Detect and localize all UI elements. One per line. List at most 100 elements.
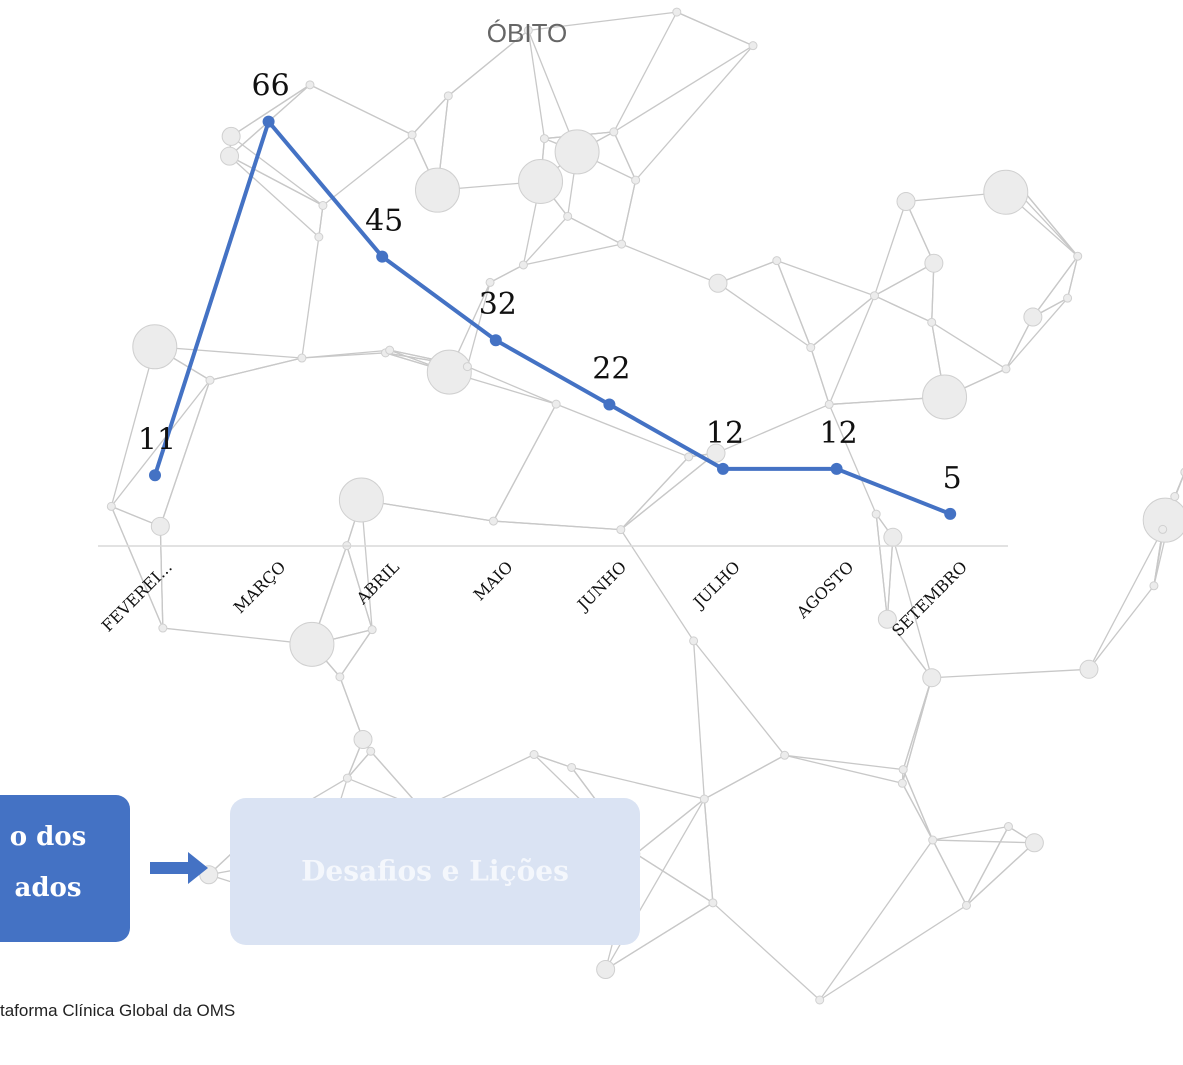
network-node: [961, 900, 971, 910]
network-node: [869, 291, 879, 301]
next-step-text: Desafios e Lições: [301, 855, 569, 888]
network-node: [1142, 497, 1183, 543]
network-node: [338, 477, 384, 523]
network-line: [712, 902, 821, 1001]
flow-arrow: [150, 852, 208, 884]
network-node: [518, 260, 528, 270]
network-line: [892, 537, 933, 678]
point: [830, 462, 843, 475]
network-line: [1088, 585, 1155, 670]
point: [262, 115, 275, 128]
network-line: [466, 282, 491, 367]
network-line: [932, 839, 1035, 844]
network-node: [385, 345, 395, 355]
network-node: [305, 80, 315, 90]
point: [944, 507, 957, 520]
network-node: [158, 623, 168, 633]
network-node: [699, 794, 709, 804]
network-node: [529, 750, 539, 760]
network-line: [339, 629, 373, 678]
network-line: [613, 45, 754, 133]
x-tick-label: MAIO: [470, 557, 517, 604]
network-line: [230, 84, 311, 137]
network-line: [1032, 255, 1079, 318]
network-node: [815, 995, 825, 1005]
network-line: [676, 11, 754, 47]
network-node: [414, 167, 460, 213]
network-node: [689, 636, 699, 646]
network-line: [692, 640, 705, 800]
x-tick-label: FEVEREI...: [98, 557, 176, 635]
network-line: [776, 260, 812, 348]
network-line: [555, 403, 689, 458]
network-line: [901, 782, 934, 841]
data-label: 45: [365, 204, 403, 239]
network-node: [927, 317, 937, 327]
network-line: [523, 243, 622, 266]
network-line: [1088, 529, 1164, 670]
network-node: [1024, 833, 1044, 853]
network-line: [613, 131, 637, 181]
network-node: [1079, 659, 1099, 679]
network-node: [106, 501, 116, 511]
network-line: [620, 456, 690, 531]
network-node: [896, 192, 916, 212]
next-step-button[interactable]: [230, 798, 640, 945]
network-line: [620, 452, 717, 531]
network-node: [631, 175, 641, 185]
network-line: [339, 676, 364, 740]
network-node: [407, 130, 417, 140]
point: [489, 334, 502, 347]
network-line: [229, 155, 324, 207]
network-line: [621, 243, 719, 284]
current-step-text: o dos: [10, 822, 87, 852]
network-node: [1073, 251, 1083, 261]
network-line: [784, 754, 904, 771]
network-line: [527, 30, 546, 139]
network-node: [1158, 524, 1168, 534]
network-node: [205, 375, 215, 385]
network-node: [824, 399, 834, 409]
network-node: [684, 452, 694, 462]
network-node: [983, 169, 1029, 215]
point: [149, 469, 161, 482]
network-line: [209, 357, 303, 381]
network-node: [706, 443, 726, 463]
network-line: [571, 766, 705, 800]
network-node: [806, 343, 816, 353]
network-line: [931, 321, 1007, 370]
network-node: [318, 201, 328, 211]
network-node: [443, 91, 453, 101]
point: [603, 398, 616, 411]
network-node: [609, 127, 619, 137]
network-line: [1005, 297, 1069, 370]
network-node: [883, 527, 903, 547]
data-label: 12: [820, 416, 858, 451]
network-node: [616, 525, 626, 535]
network-node: [342, 773, 352, 783]
network-line: [932, 825, 1009, 841]
network-node: [708, 898, 718, 908]
network-node: [1149, 581, 1159, 591]
x-tick-label: JULHO: [688, 557, 744, 613]
data-label: 66: [252, 69, 290, 104]
network-line: [159, 380, 211, 527]
x-tick-label: AGOSTO: [792, 557, 857, 622]
network-node: [1063, 293, 1073, 303]
network-line: [776, 260, 875, 297]
network-node: [922, 374, 968, 420]
network-line: [965, 826, 1010, 906]
network-node: [898, 765, 908, 775]
network-line: [810, 295, 875, 349]
network-line: [902, 677, 933, 770]
network-node: [1180, 468, 1183, 477]
x-tick-label: MARÇO: [230, 557, 290, 617]
data-label: 11: [138, 422, 176, 457]
network-line: [533, 753, 572, 769]
network-node: [551, 399, 561, 409]
network-node: [897, 778, 907, 788]
network-line: [715, 403, 830, 454]
network-node: [539, 134, 549, 144]
network-node: [462, 362, 472, 372]
